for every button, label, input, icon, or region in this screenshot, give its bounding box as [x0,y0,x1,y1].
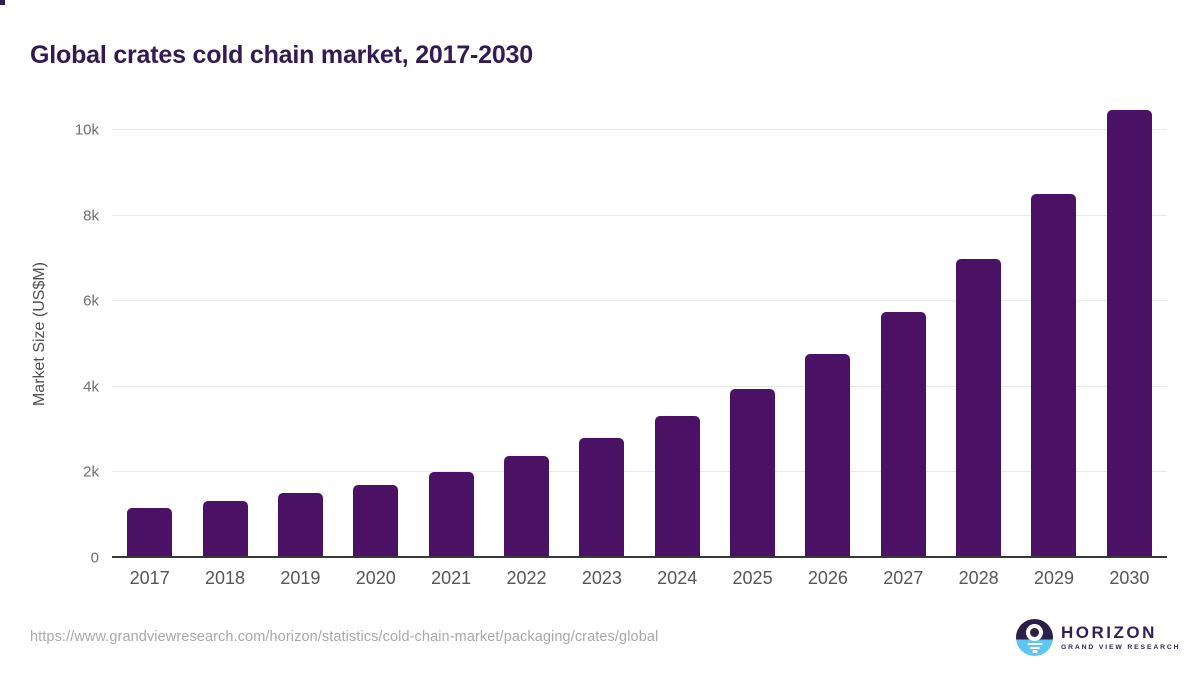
water-reflection-line [1027,642,1042,645]
bar-2025 [730,388,776,556]
bar-column-2021 [413,110,488,556]
x-tick-2028: 2028 [958,568,999,588]
bar-2028 [956,258,1002,556]
x-tick-2021: 2021 [431,568,472,588]
logo-brand: HORIZON [1061,622,1157,642]
horizon-logo: HORIZON GRAND VIEW RESEARCH [1016,619,1180,656]
bar-column-2018 [187,110,262,556]
gridline-10k [112,129,1167,130]
x-tick-2024: 2024 [657,568,698,588]
bar-column-2022 [489,110,564,556]
bar-2026 [805,353,851,556]
bar-2017 [127,508,173,556]
corner-accent [0,0,5,5]
bar-column-2030 [1092,109,1167,556]
x-tick-2018: 2018 [205,568,246,588]
bar-2029 [1031,193,1077,556]
x-tick-2029: 2029 [1033,568,1075,588]
x-tick-2017: 2017 [129,568,170,588]
y-tick-8k: 8k [83,207,99,225]
water-reflection-line [1029,646,1040,649]
bar-2023 [579,437,625,556]
logo-subbrand: GRAND VIEW RESEARCH [1061,644,1181,652]
x-tick-2019: 2019 [280,568,321,588]
bar-column-2027 [866,110,941,556]
bar-column-2019 [263,110,338,556]
source-url: https://www.grandviewresearch.com/horizo… [30,629,659,645]
bar-2024 [654,415,700,556]
y-tick-4k: 4k [83,378,99,396]
bar-2021 [428,472,474,556]
bar-2019 [277,492,323,556]
x-tick-labels: 2017 2018 2019 2020 2021 2022 2023 2024 2025 2026… [112,568,1167,589]
x-axis-line [112,556,1167,558]
bars-container [112,109,1167,556]
sun-ring-icon [1026,624,1043,641]
bar-column-2026 [790,110,865,556]
bar-column-2029 [1016,110,1091,556]
bar-2018 [202,500,248,556]
bar-column-2023 [564,110,639,556]
gridline-4k [112,385,1167,387]
y-tick-0: 0 [90,549,99,567]
x-tick-2026: 2026 [807,568,848,588]
y-tick-2k: 2k [83,463,99,481]
x-tick-2030: 2030 [1109,568,1150,588]
gridline-8k [112,214,1167,216]
bar-column-2017 [112,110,187,556]
chart-title: Global crates cold chain market, 2017-20… [30,40,533,69]
bar-column-2025 [715,110,790,556]
horizon-sun-icon [1016,619,1053,656]
x-tick-2023: 2023 [581,568,622,588]
x-tick-2027: 2027 [883,568,924,588]
water-reflection-line [1032,650,1037,653]
y-tick-labels: 0 2k 4k 6k 8k 10k [39,110,99,567]
bar-2027 [880,311,926,556]
bar-2030 [1106,109,1152,556]
bar-column-2020 [338,110,413,556]
y-tick-6k: 6k [83,292,99,310]
gridline-2k [112,471,1167,473]
y-tick-10k: 10k [74,121,99,139]
logo-text: HORIZON GRAND VIEW RESEARCH [1061,622,1181,652]
bar-column-2024 [640,110,715,556]
bar-column-2028 [941,110,1016,556]
plot-area: 0 2k 4k 6k 8k 10k 2017 2018 2019 2020 2021 2022 202… [75,109,1167,588]
bar-2020 [353,484,399,556]
gridline-6k [112,300,1167,302]
bar-2022 [503,456,549,556]
x-tick-2025: 2025 [732,568,773,588]
x-tick-2022: 2022 [506,568,547,588]
x-tick-2020: 2020 [355,568,396,588]
